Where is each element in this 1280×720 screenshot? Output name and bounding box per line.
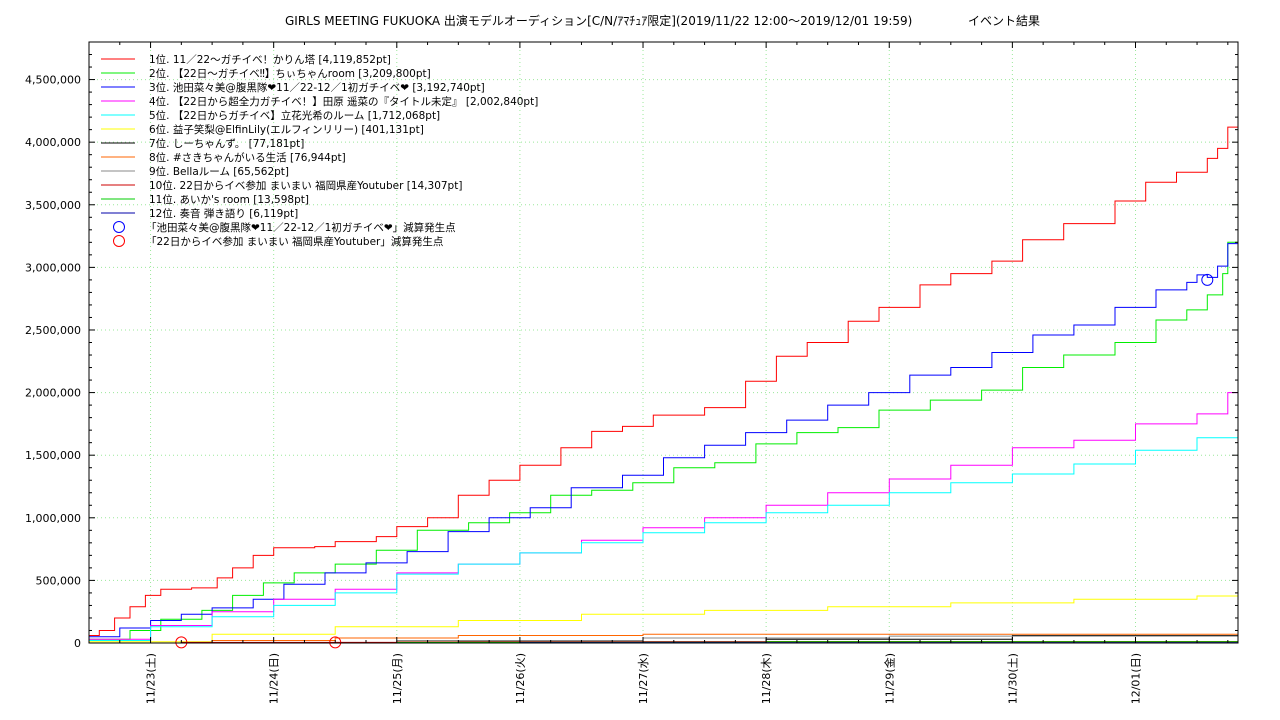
legend-label: 6位. 益子笑梨@ElfinLily(エルフィンリリー) [401,131pt] [149,123,424,136]
legend-label: 3位. 池田菜々美@腹黒隊❤11／22-12／1初ガチイベ❤ [3,192,74… [149,81,485,94]
marker-layer [175,273,1214,649]
x-tick-label: 11/24(日) [268,653,281,704]
series-line [89,592,1239,643]
series-line [89,392,1239,640]
legend-label: 「22日からイベ参加 まいまい 福岡県産Youtuber」減算発生点 [146,235,443,248]
legend: 1位. 11／22～ガチイベ！かりん塔 [4,119,852pt]2位. 【22… [101,53,538,248]
x-tick-label: 11/26(火) [514,653,527,704]
legend-marker [113,221,125,233]
x-tick-label: 12/01(日) [1129,653,1142,704]
y-tick-label: 2,000,000 [25,387,81,400]
chart-subtitle: イベント結果 [968,14,1040,28]
legend-label: 1位. 11／22～ガチイベ！かりん塔 [4,119,852pt] [149,53,391,66]
legend-label: 9位. Bellaルーム [65,562pt] [149,165,289,178]
legend-label: 10位. 22日からイベ参加 まいまい 福岡県産Youtuber [14,307… [149,179,462,192]
legend-label: 11位. あいか's room [13,598pt] [149,193,309,206]
legend-label: 4位. 【22日から超全力ガチイベ！】田原 遥菜の『タイトル未定』 [2,002… [149,95,538,108]
series-line [89,428,1239,641]
x-tick-label: 11/28(木) [760,653,773,704]
legend-label: 「池田菜々美@腹黒隊❤11／22-12／1初ガチイベ❤」減算発生点 [146,221,456,234]
marker-point [329,636,342,649]
legend-label: 8位. #さきちゃんがいる生活 [76,944pt] [149,151,346,164]
y-tick-label: 1,500,000 [25,449,81,462]
series-line [89,243,1239,638]
y-tick-label: 3,000,000 [25,261,81,274]
y-tick-label: 2,500,000 [25,324,81,337]
series-line [89,126,1239,636]
y-tick-label: 500,000 [36,574,82,587]
y-tick-label: 4,000,000 [25,136,81,149]
x-tick-label: 11/27(水) [637,653,650,704]
legend-label: 5位. 【22日からガチイベ】立花光希のルーム [1,712,068pt] [149,109,440,122]
y-tick-label: 1,000,000 [25,512,81,525]
chart-title: GIRLS MEETING FUKUOKA 出演モデルオーディション[C/N/ｱ… [285,13,912,28]
x-tick-label: 11/25(月) [391,653,404,704]
marker-point [1201,273,1214,286]
legend-label: 7位. しーちゃんず。 [77,181pt] [149,137,304,150]
y-tick-label: 0 [74,637,81,650]
legend-label: 12位. 奏音 弾き語り [6,119pt] [149,207,298,220]
y-tick-label: 4,500,000 [25,74,81,87]
y-axis: 0 500,000 1,000,000 1,500,000 2,000,000 2,500… [25,54,1238,650]
legend-label: 2位. 【22日～ガチイベ‼】ちぃちゃんroom [3,209,800pt] [149,67,431,80]
series-line [89,241,1239,640]
x-axis: 11/23(土) 11/24(日) 11/25(月) 11/26(火) 11/27(水)… [119,42,1229,704]
x-tick-label: 11/29(金) [882,653,896,704]
marker-point [175,636,188,649]
x-tick-label: 11/23(土) [145,653,158,704]
x-tick-label: 11/30(土) [1006,653,1019,704]
legend-marker [113,235,125,247]
y-tick-label: 3,500,000 [25,199,81,212]
